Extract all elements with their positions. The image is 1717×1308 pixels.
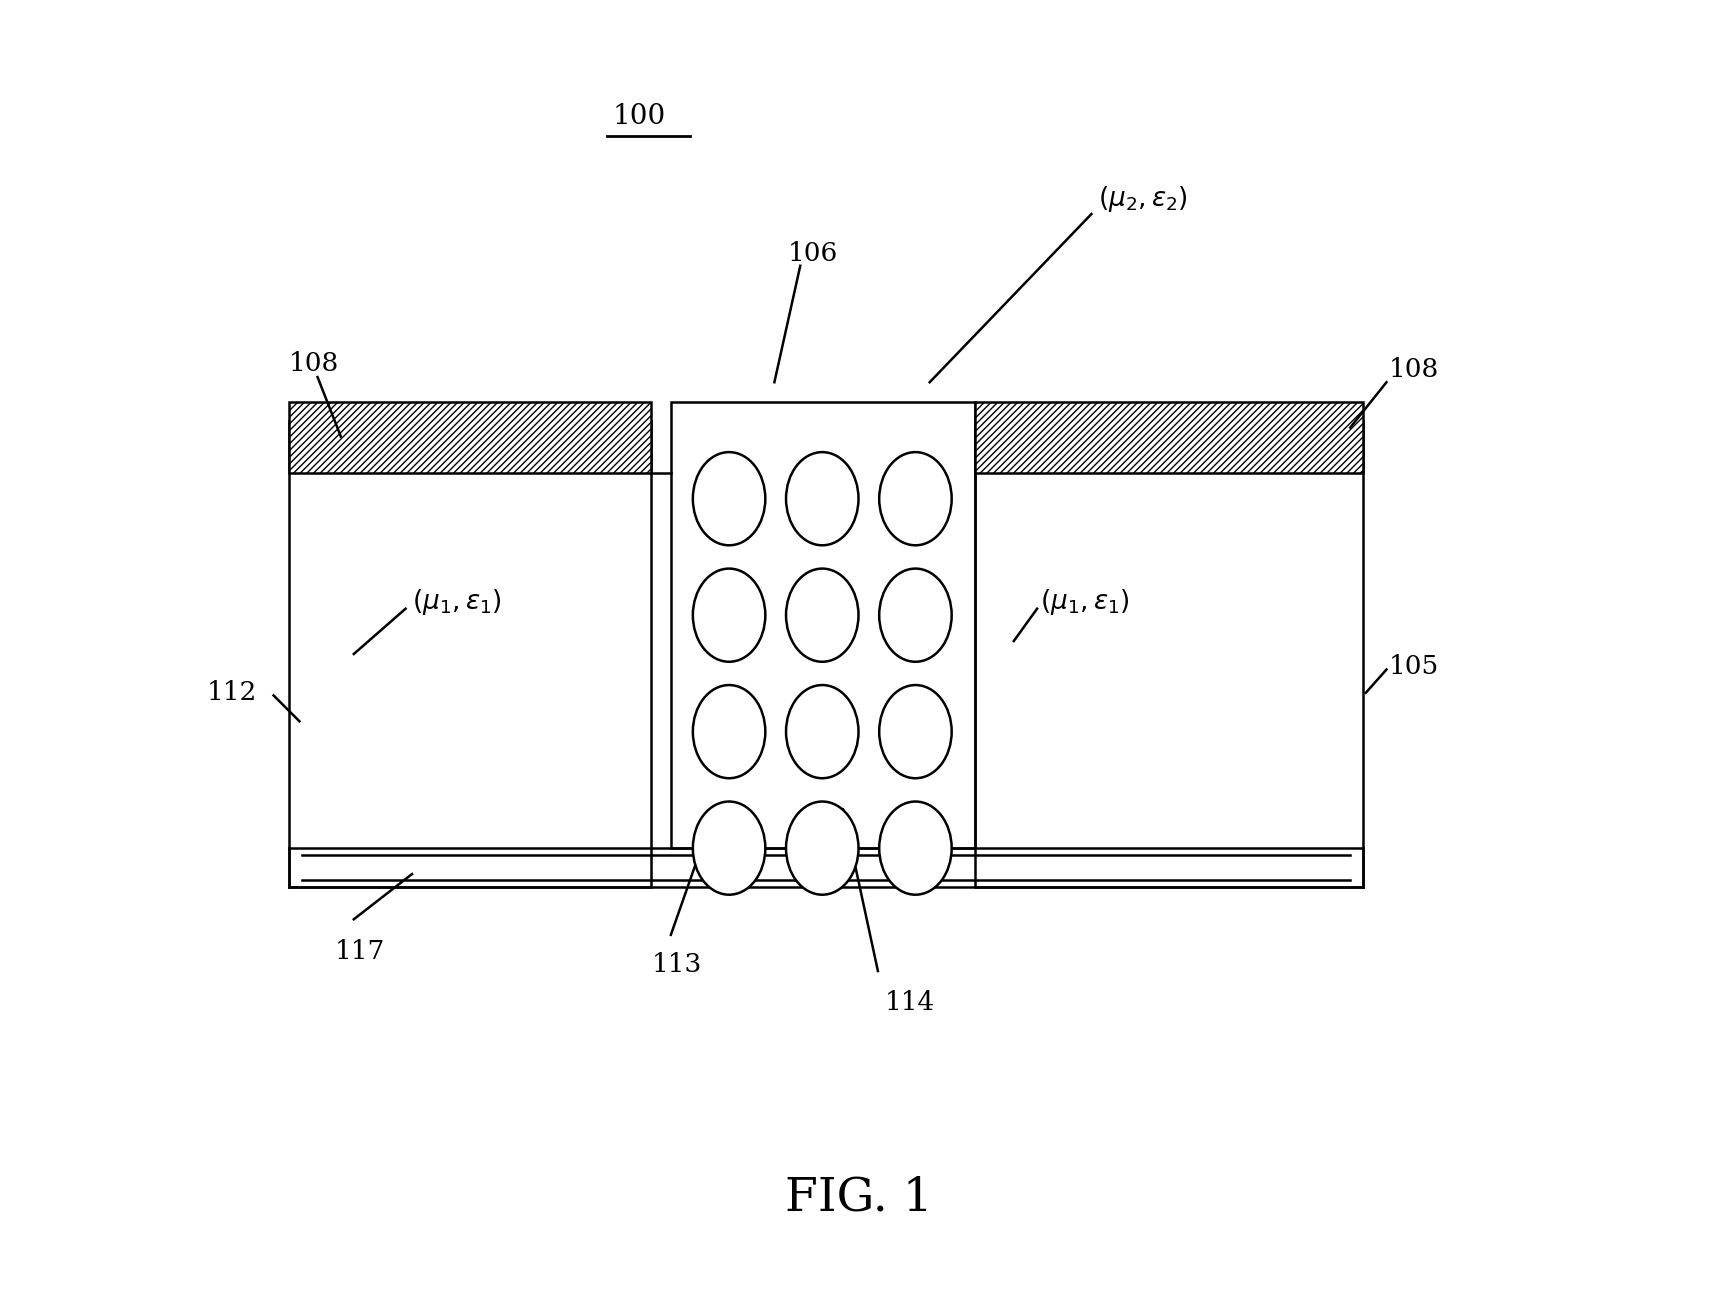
Text: 108: 108 <box>288 351 340 375</box>
Ellipse shape <box>879 569 951 662</box>
Bar <box>288 402 651 472</box>
Ellipse shape <box>694 569 766 662</box>
Ellipse shape <box>786 685 858 778</box>
Ellipse shape <box>694 802 766 895</box>
Text: FIG. 1: FIG. 1 <box>785 1175 932 1220</box>
Ellipse shape <box>786 569 858 662</box>
Text: 113: 113 <box>651 952 702 977</box>
Text: $(\mu_1, \varepsilon_1)$: $(\mu_1, \varepsilon_1)$ <box>1041 587 1130 617</box>
Ellipse shape <box>786 453 858 545</box>
Bar <box>288 421 651 887</box>
Bar <box>671 402 975 848</box>
Text: 117: 117 <box>335 939 385 964</box>
Text: 108: 108 <box>1389 357 1439 382</box>
Text: $(\mu_1, \varepsilon_1)$: $(\mu_1, \varepsilon_1)$ <box>412 587 501 617</box>
Ellipse shape <box>879 453 951 545</box>
Ellipse shape <box>694 685 766 778</box>
Text: 112: 112 <box>206 680 258 705</box>
Text: 114: 114 <box>884 990 934 1015</box>
Bar <box>975 421 1363 887</box>
Text: $(\mu_2, \varepsilon_2)$: $(\mu_2, \varepsilon_2)$ <box>1097 184 1188 215</box>
Ellipse shape <box>879 802 951 895</box>
Text: 100: 100 <box>613 103 666 129</box>
Ellipse shape <box>694 453 766 545</box>
Ellipse shape <box>879 685 951 778</box>
Bar <box>975 402 1363 472</box>
Text: 105: 105 <box>1389 654 1439 679</box>
Text: 106: 106 <box>788 241 838 266</box>
Ellipse shape <box>786 802 858 895</box>
